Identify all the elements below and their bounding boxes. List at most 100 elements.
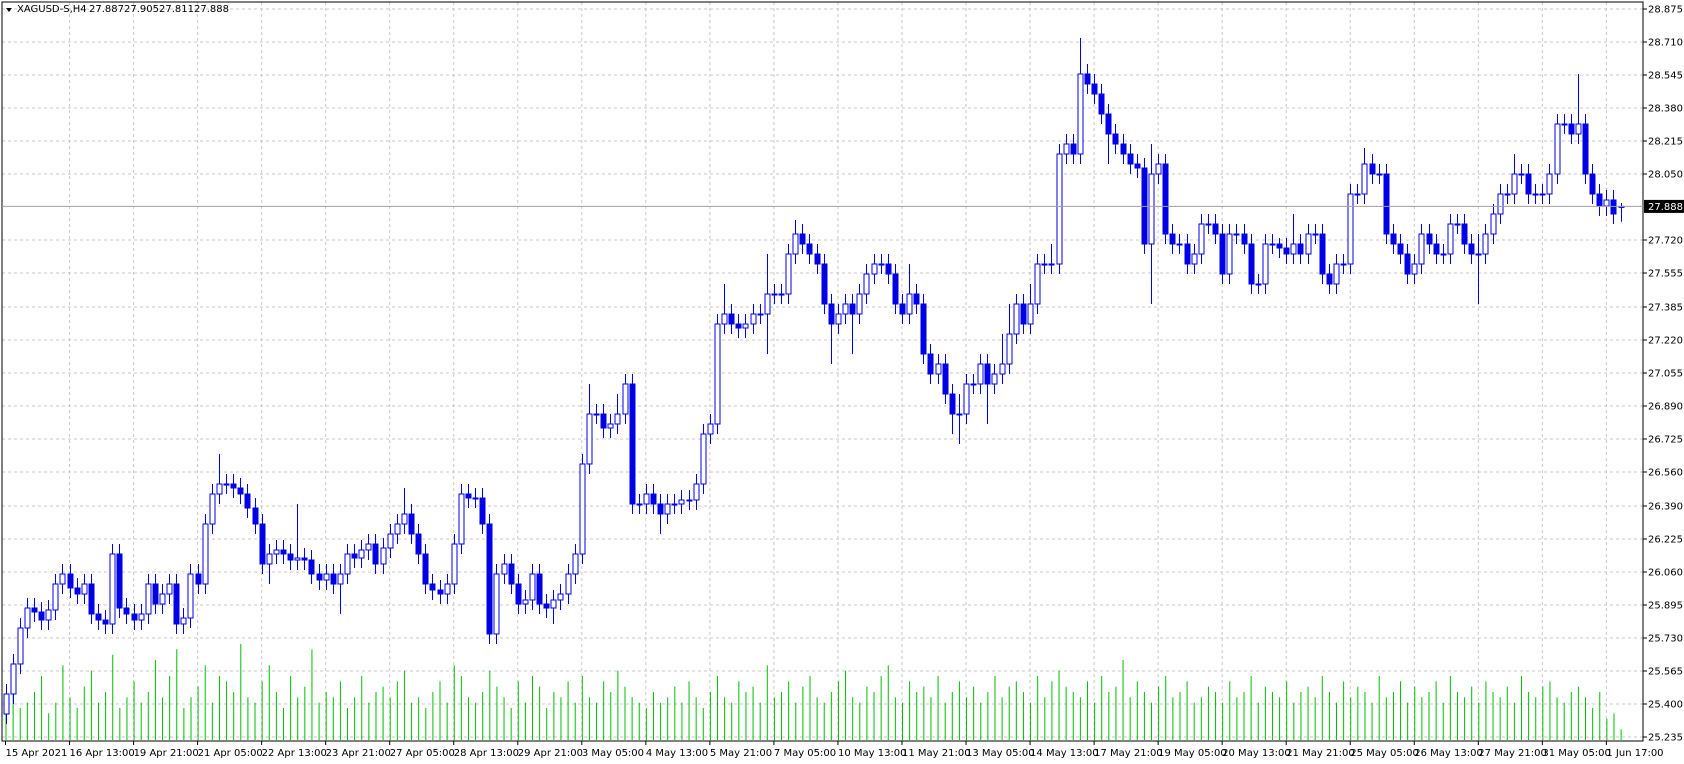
candle-body	[394, 523, 401, 535]
candle-body	[1148, 173, 1155, 245]
y-tick-label: 28.875	[1648, 5, 1683, 16]
candle-body	[415, 533, 422, 555]
candle-body	[195, 573, 202, 585]
candle-body	[735, 323, 742, 329]
candle-body	[216, 483, 223, 495]
x-tick-label: 1 Jun 17:00	[1606, 748, 1663, 759]
candle-body	[1312, 233, 1319, 236]
candle-body	[1162, 163, 1169, 235]
candle-body	[678, 499, 685, 505]
candle-body	[273, 549, 280, 555]
candle-body	[1383, 173, 1390, 235]
candle-body	[1297, 243, 1304, 255]
candle-body	[365, 543, 372, 551]
candle-body	[1191, 253, 1198, 265]
candle-body	[920, 303, 927, 355]
x-tick-label: 17 May 21:00	[1094, 748, 1163, 759]
candle-body	[109, 553, 116, 625]
x-tick-label: 27 May 21:00	[1478, 748, 1547, 759]
candle-body	[1034, 263, 1041, 305]
candle-body	[17, 627, 24, 665]
y-tick-label: 27.220	[1648, 336, 1683, 347]
candle-body	[565, 573, 572, 595]
candle-body	[543, 603, 550, 609]
candle-body	[714, 323, 721, 425]
ohlc-open: 27.887	[89, 4, 124, 15]
candle-body	[330, 573, 337, 585]
candle-body	[1056, 153, 1063, 265]
candle-body	[294, 557, 301, 561]
candle-body	[1404, 253, 1411, 275]
y-tick-label: 26.890	[1648, 402, 1683, 413]
candle-body	[1112, 133, 1119, 145]
candle-body	[102, 619, 109, 625]
y-tick-label: 25.235	[1648, 733, 1683, 744]
candle-body	[1063, 143, 1070, 155]
candle-body	[515, 583, 522, 605]
x-tick-label: 11 May 21:00	[902, 748, 971, 759]
candle-body	[991, 373, 998, 385]
y-tick-label: 28.380	[1648, 104, 1683, 115]
candle-body	[792, 233, 799, 255]
candle-body	[145, 583, 152, 615]
candle-body	[863, 273, 870, 295]
candle-body	[1070, 143, 1077, 155]
candle-body	[814, 253, 821, 265]
candle-body	[650, 493, 657, 505]
candle-body	[728, 313, 735, 325]
candle-body	[700, 433, 707, 485]
y-tick-label: 26.225	[1648, 535, 1683, 546]
candle-body	[1077, 73, 1084, 155]
candle-body	[1248, 243, 1255, 285]
candle-body	[187, 573, 194, 619]
last-price-box	[1644, 199, 1684, 213]
candle-body	[387, 533, 394, 549]
candle-body	[871, 263, 878, 275]
candle-body	[81, 583, 88, 595]
candle-body	[593, 413, 600, 416]
candle-body	[116, 553, 123, 609]
candle-body	[942, 363, 949, 395]
candle-body	[131, 613, 138, 621]
candle-body	[1475, 253, 1482, 256]
candle-body	[1120, 143, 1127, 155]
x-tick-label: 22 Apr 13:00	[262, 748, 327, 759]
candle-body	[1169, 233, 1176, 245]
candle-body	[1397, 243, 1404, 255]
candle-body	[693, 483, 700, 501]
y-tick-label: 27.385	[1648, 303, 1683, 314]
candle-body	[1589, 173, 1596, 195]
candle-body	[657, 503, 664, 515]
x-tick-label: 13 May 05:00	[966, 748, 1035, 759]
candle-body	[337, 573, 344, 585]
candle-body	[1219, 233, 1226, 275]
y-tick-label: 25.730	[1648, 634, 1683, 645]
candle-body	[550, 599, 557, 609]
candle-body	[287, 553, 294, 561]
y-tick-label: 28.545	[1648, 71, 1683, 82]
menu-triangle[interactable]	[6, 8, 12, 12]
candle-body	[1603, 199, 1610, 207]
ohlc-low: 27.811	[159, 4, 194, 15]
candle-body	[778, 293, 785, 296]
candle-body	[1369, 163, 1376, 175]
candle-body	[1226, 233, 1233, 275]
candle-body	[806, 243, 813, 255]
candle-body	[1084, 73, 1091, 85]
x-tick-label: 23 Apr 21:00	[326, 748, 391, 759]
candle-body	[1333, 263, 1340, 285]
candle-body	[522, 599, 529, 605]
candle-body	[671, 503, 678, 506]
candle-body	[1048, 263, 1055, 266]
candle-body	[1561, 123, 1568, 126]
candle-body	[1454, 223, 1461, 226]
y-tick-label: 25.400	[1648, 700, 1683, 711]
candle-body	[1347, 193, 1354, 265]
candle-body	[501, 563, 508, 575]
candle-body	[237, 487, 244, 495]
candle-body	[828, 303, 835, 325]
x-tick-label: 7 May 05:00	[774, 748, 836, 759]
candle-body	[1482, 233, 1489, 255]
candle-body	[856, 293, 863, 315]
x-tick-label: 19 Apr 21:00	[134, 748, 199, 759]
